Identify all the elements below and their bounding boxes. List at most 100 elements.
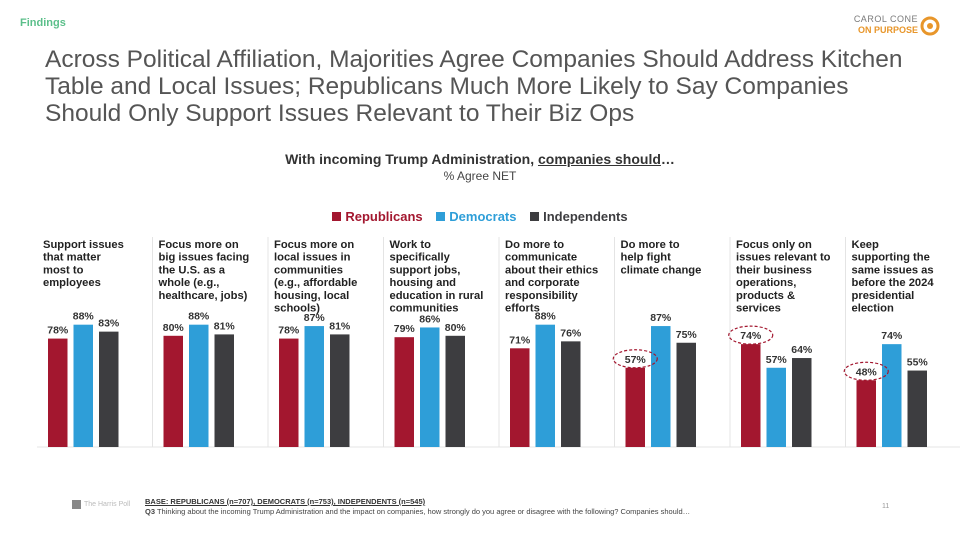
category-label-line: that matter [43, 252, 101, 264]
bar-republicans [394, 337, 414, 447]
category-label-line: issues relevant to [736, 252, 831, 264]
bar-independents [792, 358, 812, 447]
data-label: 78% [278, 325, 300, 337]
logo-mark-icon [920, 16, 940, 36]
data-label: 88% [535, 311, 557, 323]
data-label: 75% [676, 329, 698, 341]
bar-independents [676, 342, 696, 447]
data-label: 87% [650, 312, 672, 324]
bar-democrats [882, 344, 902, 447]
data-label: 64% [791, 344, 813, 356]
category-label-line: Keep [852, 239, 880, 251]
bar-republicans [163, 335, 183, 447]
category-label: Support issues that matter most to employee… [43, 239, 124, 289]
footer-question: Q3 Thinking about the incoming Trump Adm… [145, 507, 690, 516]
category-label-line: products & [736, 290, 795, 302]
category-label: Focus more on big issues facing the U.S. a… [158, 239, 250, 302]
footer-question-text: Thinking about the incoming Trump Admini… [155, 507, 691, 516]
category-label-line: big issues facing [159, 252, 250, 264]
highlight-ellipse [612, 349, 658, 369]
category-label-line: most to [43, 264, 84, 276]
brand-logo: CAROL CONE ON PURPOSE [850, 14, 940, 40]
legend-label-independents: Independents [543, 209, 628, 224]
category-label-line: and corporate [505, 277, 580, 289]
chart-legend: Republicans Democrats Independents [0, 209, 960, 224]
bar-democrats [535, 324, 555, 447]
category-label: Focus only on issues relevant to their bus… [736, 239, 831, 315]
category-label-line: Do more to [505, 239, 564, 251]
data-label: 74% [740, 330, 762, 342]
data-label: 57% [766, 354, 788, 366]
category-label-line: specifically [390, 252, 451, 264]
harris-poll-logo: The Harris Poll [72, 500, 130, 509]
category-label-line: operations, [736, 277, 796, 289]
bar-democrats [651, 326, 671, 447]
bar-democrats [304, 326, 324, 447]
data-label: 81% [214, 320, 236, 332]
category-label-line: Work to [390, 239, 432, 251]
bar-independents [561, 341, 581, 447]
category-label-line: schools) [274, 303, 320, 315]
legend-item-republicans: Republicans [332, 209, 423, 224]
bar-republicans [48, 338, 68, 447]
category-label: Keep supporting the same issues as before t… [852, 239, 935, 315]
harris-poll-icon [72, 500, 81, 509]
category-label: Do more to communicate about their ethics a… [505, 239, 598, 315]
category-label-line: employees [43, 277, 101, 289]
data-label: 87% [304, 312, 326, 324]
source-label: The Harris Poll [84, 501, 131, 508]
bar-independents [214, 334, 234, 447]
category-label-line: housing and [390, 277, 457, 289]
category-label-line: whole (e.g., [158, 277, 220, 289]
bar-republicans [741, 344, 761, 447]
category-label-line: before the 2024 [852, 277, 935, 289]
category-label-line: communicate [505, 252, 577, 264]
category-label-line: support jobs, [390, 264, 461, 276]
page-number: 11 [882, 503, 890, 510]
category-label-line: communities [274, 264, 343, 276]
data-label: 55% [907, 357, 929, 369]
bar-democrats [189, 324, 209, 447]
category-label-line: (e.g., affordable [274, 277, 357, 289]
category-label-line: healthcare, jobs) [159, 290, 248, 302]
footer-question-label: Q3 [145, 507, 156, 516]
logo-text-bottom: ON PURPOSE [857, 25, 918, 35]
bar-republicans [856, 380, 876, 447]
data-label: 78% [47, 325, 69, 337]
data-label: 83% [98, 318, 120, 330]
category-label-line: Support issues [43, 239, 124, 251]
category-label-line: education in rural [390, 290, 484, 302]
data-label: 76% [560, 327, 582, 339]
legend-swatch-independents [530, 212, 540, 221]
category-label-line: Focus more on [274, 239, 354, 251]
legend-swatch-republicans [332, 212, 342, 221]
bar-independents [907, 370, 927, 447]
category-label-line: efforts [505, 303, 540, 315]
data-label: 71% [509, 334, 531, 346]
category-label-line: housing, local [274, 290, 349, 302]
category-label-line: supporting the [852, 252, 930, 264]
data-label: 81% [329, 320, 351, 332]
chart-title-prefix: With incoming Trump Administration, [285, 151, 538, 167]
bar-republicans [625, 367, 645, 447]
category-label-line: presidential [852, 290, 915, 302]
category-label-line: Do more to [621, 239, 680, 251]
section-label: Findings [20, 17, 66, 29]
data-label: 86% [419, 313, 441, 325]
category-label-line: help fight [621, 252, 672, 264]
data-label: 88% [188, 311, 210, 323]
data-label: 79% [394, 323, 416, 335]
bar-independents [445, 335, 465, 447]
highlight-ellipse [843, 361, 889, 381]
chart-title: With incoming Trump Administration, comp… [0, 151, 960, 167]
bar-republicans [279, 338, 299, 447]
legend-swatch-democrats [436, 212, 446, 221]
bar-democrats [420, 327, 440, 447]
legend-label-republicans: Republicans [345, 209, 423, 224]
category-label-line: local issues in [274, 252, 351, 264]
category-label-line: responsibility [505, 290, 579, 302]
logo-text-top: CAROL CONE [853, 14, 918, 24]
chart-title-suffix: … [660, 151, 675, 167]
bar-republicans [510, 348, 530, 447]
